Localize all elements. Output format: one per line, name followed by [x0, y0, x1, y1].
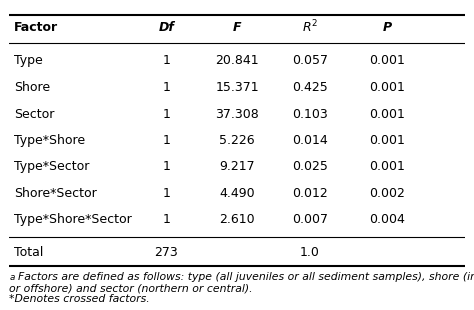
- Text: 15.371: 15.371: [215, 81, 259, 94]
- Text: 4.490: 4.490: [219, 187, 255, 200]
- Text: 0.004: 0.004: [369, 213, 405, 226]
- Text: Total: Total: [14, 246, 44, 259]
- Text: 1.0: 1.0: [300, 246, 320, 259]
- Text: 37.308: 37.308: [215, 108, 259, 121]
- Text: 5.226: 5.226: [219, 134, 255, 147]
- Text: a: a: [9, 272, 15, 281]
- Text: 1: 1: [163, 54, 171, 67]
- Text: 0.001: 0.001: [369, 160, 405, 173]
- Text: 2.610: 2.610: [219, 213, 255, 226]
- Text: $\mathit{R}^2$: $\mathit{R}^2$: [302, 19, 318, 35]
- Text: 1: 1: [163, 108, 171, 121]
- Text: 1: 1: [163, 213, 171, 226]
- Text: 20.841: 20.841: [215, 54, 259, 67]
- Text: 0.014: 0.014: [292, 134, 328, 147]
- Text: Type*Sector: Type*Sector: [14, 160, 90, 173]
- Text: Shore: Shore: [14, 81, 50, 94]
- Text: 0.001: 0.001: [369, 54, 405, 67]
- Text: 273: 273: [155, 246, 178, 259]
- Text: Factor: Factor: [14, 20, 58, 33]
- Text: P: P: [383, 20, 392, 33]
- Text: 0.001: 0.001: [369, 108, 405, 121]
- Text: Type*Shore: Type*Shore: [14, 134, 85, 147]
- Text: 0.001: 0.001: [369, 134, 405, 147]
- Text: 0.057: 0.057: [292, 54, 328, 67]
- Text: 0.001: 0.001: [369, 81, 405, 94]
- Text: F: F: [233, 20, 241, 33]
- Text: *Denotes crossed factors.: *Denotes crossed factors.: [9, 294, 150, 304]
- Text: 0.103: 0.103: [292, 108, 328, 121]
- Text: 0.025: 0.025: [292, 160, 328, 173]
- Text: Type*Shore*Sector: Type*Shore*Sector: [14, 213, 132, 226]
- Text: 1: 1: [163, 187, 171, 200]
- Text: Factors are defined as follows: type (all juveniles or all sediment samples), sh: Factors are defined as follows: type (al…: [18, 272, 474, 282]
- Text: 0.002: 0.002: [369, 187, 405, 200]
- Text: 9.217: 9.217: [219, 160, 255, 173]
- Text: Type: Type: [14, 54, 43, 67]
- Text: Shore*Sector: Shore*Sector: [14, 187, 97, 200]
- Text: or offshore) and sector (northern or central).: or offshore) and sector (northern or cen…: [9, 284, 253, 294]
- Text: 1: 1: [163, 134, 171, 147]
- Text: Sector: Sector: [14, 108, 55, 121]
- Text: 0.425: 0.425: [292, 81, 328, 94]
- Text: 0.012: 0.012: [292, 187, 328, 200]
- Text: 1: 1: [163, 81, 171, 94]
- Text: 1: 1: [163, 160, 171, 173]
- Text: 0.007: 0.007: [292, 213, 328, 226]
- Text: Df: Df: [158, 20, 174, 33]
